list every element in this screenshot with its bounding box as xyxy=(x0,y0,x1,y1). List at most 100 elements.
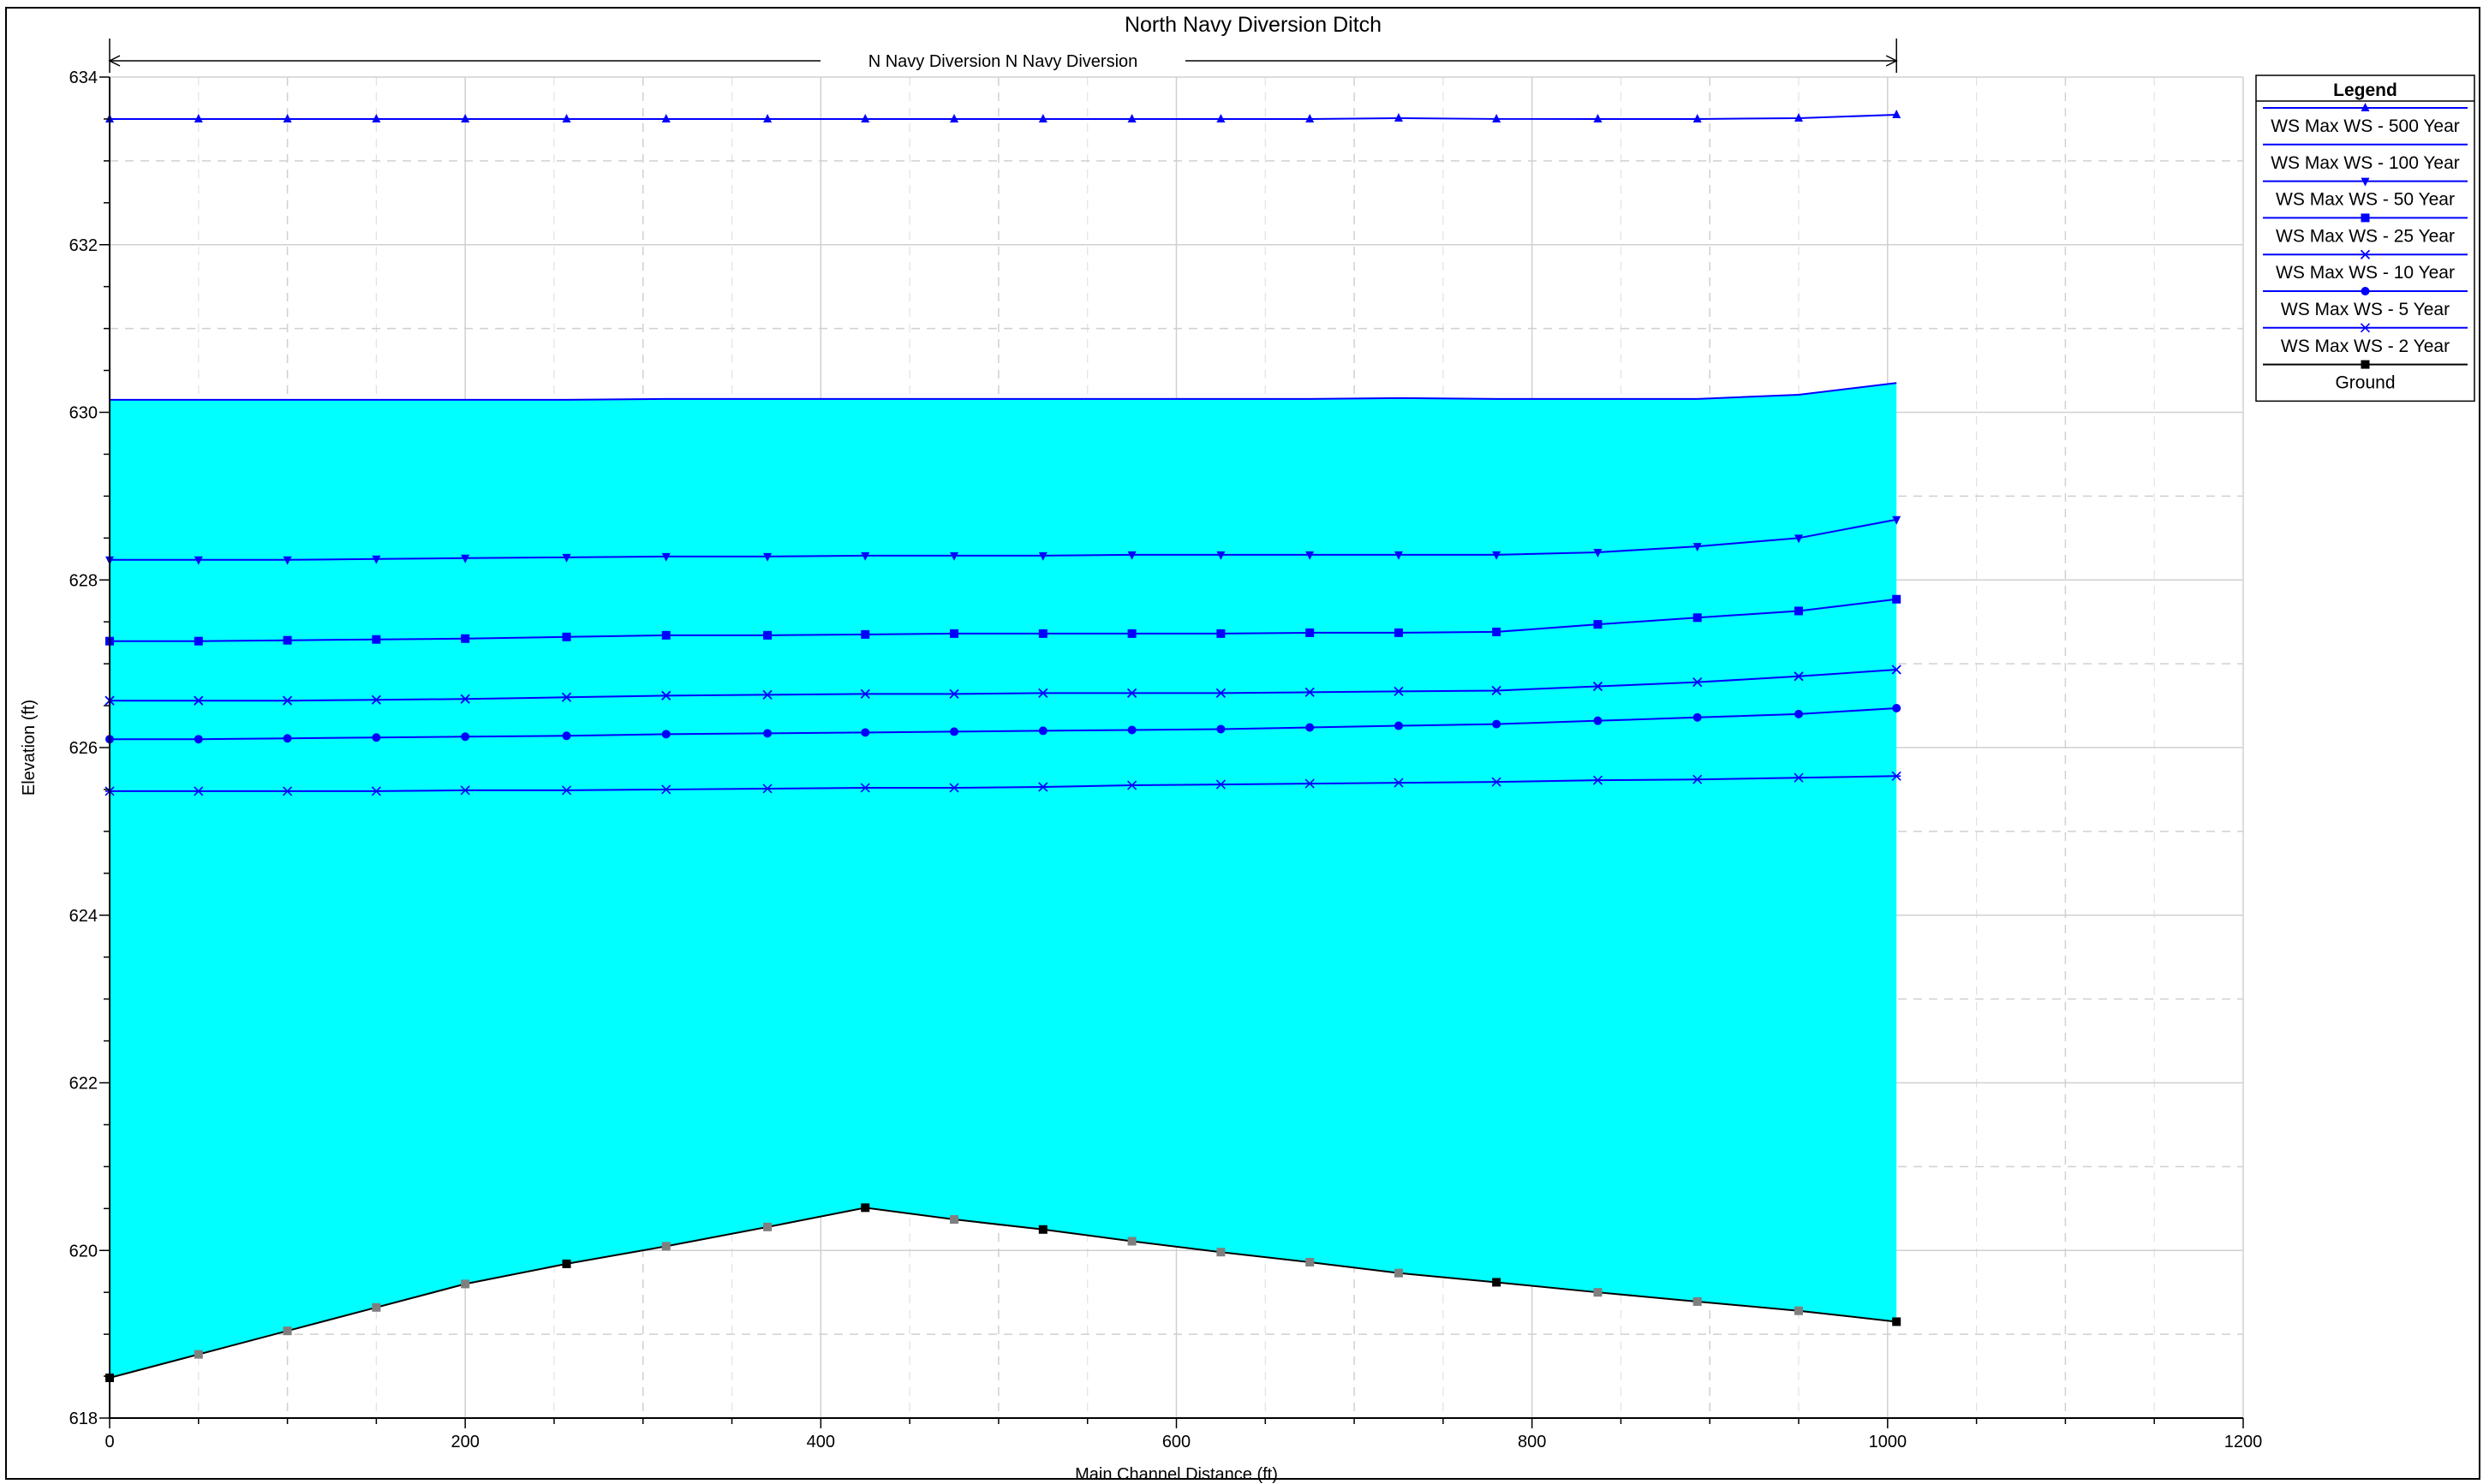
x-tick-label: 400 xyxy=(807,1433,835,1451)
data-point xyxy=(460,694,470,704)
data-point-stroke xyxy=(860,688,870,699)
data-point-stroke xyxy=(1304,687,1315,698)
legend-item: WS Max WS - 50 Year xyxy=(2263,177,2468,210)
data-point xyxy=(194,735,203,744)
y-tick-label: 628 xyxy=(69,571,98,590)
data-point xyxy=(562,1259,571,1268)
data-point xyxy=(661,1242,671,1251)
data-point xyxy=(1592,775,1603,785)
legend-label: WS Max WS - 10 Year xyxy=(2276,263,2455,283)
data-point-stroke xyxy=(949,688,959,699)
data-point-stroke xyxy=(661,690,671,700)
data-point xyxy=(950,551,959,561)
data-point xyxy=(949,783,959,793)
data-point-stroke xyxy=(860,783,870,793)
data-point xyxy=(1891,665,1901,675)
data-point xyxy=(372,113,381,122)
data-point xyxy=(1216,113,1226,122)
legend-label: WS Max WS - 5 Year xyxy=(2281,300,2450,319)
legend-title: Legend xyxy=(2333,80,2397,100)
data-point xyxy=(861,728,870,737)
data-point xyxy=(1593,620,1603,629)
data-point xyxy=(372,555,381,564)
data-point xyxy=(372,1302,381,1312)
x-axis-label: Main Channel Distance (ft) xyxy=(1075,1465,1278,1484)
data-point-stroke xyxy=(282,695,293,706)
data-point-stroke xyxy=(1491,777,1501,787)
data-point xyxy=(1038,782,1048,792)
x-tick-label: 200 xyxy=(451,1433,479,1451)
data-point-stroke xyxy=(1038,688,1048,699)
data-point-stroke xyxy=(460,785,470,796)
data-point xyxy=(1593,113,1603,122)
data-point-stroke xyxy=(371,694,382,705)
data-point xyxy=(1794,1306,1804,1315)
legend-item: WS Max WS - 100 Year xyxy=(2263,143,2468,173)
legend-swatch-marker xyxy=(2361,360,2370,369)
reach-arrow-right xyxy=(1885,55,1898,67)
data-point xyxy=(861,1203,870,1213)
data-point xyxy=(861,629,870,639)
data-point xyxy=(561,785,572,796)
y-tick-label: 618 xyxy=(69,1410,98,1428)
data-point xyxy=(1305,551,1315,560)
data-point xyxy=(1492,719,1501,729)
y-tick-label: 622 xyxy=(69,1075,98,1094)
data-point xyxy=(1593,548,1603,557)
data-point xyxy=(283,113,292,122)
data-point xyxy=(371,694,382,705)
data-point xyxy=(194,1350,203,1359)
data-point xyxy=(1891,771,1901,781)
data-point xyxy=(1892,594,1901,604)
data-point xyxy=(1794,709,1804,718)
legend-swatch-marker-stroke xyxy=(2360,323,2371,333)
data-point-stroke xyxy=(371,786,381,796)
legend: Legend WS Max WS - 500 Year WS Max WS - 10… xyxy=(2255,74,2475,402)
data-point xyxy=(194,695,204,706)
chart-title: North Navy Diversion Ditch xyxy=(1125,13,1382,37)
data-point xyxy=(1127,113,1137,122)
data-point xyxy=(194,636,203,646)
data-point xyxy=(1394,1268,1403,1278)
data-point xyxy=(762,689,773,700)
legend-swatch-marker xyxy=(2360,249,2371,259)
data-point-stroke xyxy=(1304,778,1315,789)
data-point xyxy=(1794,772,1804,783)
x-tick-label: 800 xyxy=(1518,1433,1546,1451)
data-point xyxy=(1394,112,1403,122)
legend-label: WS Max WS - 50 Year xyxy=(2276,190,2455,210)
data-point xyxy=(283,556,292,565)
data-point xyxy=(461,554,470,563)
series-ws-max-ws-500-year xyxy=(105,110,1901,122)
data-point xyxy=(1127,725,1137,735)
series-line xyxy=(110,382,1897,401)
data-point xyxy=(1127,780,1137,790)
data-point xyxy=(1038,1225,1048,1234)
axes: 0 200 400 600 800 1000 1200 618 620 622 624 626 628 6… xyxy=(69,69,2263,1451)
series-line xyxy=(110,775,1897,792)
data-point xyxy=(763,552,773,562)
data-point-stroke xyxy=(762,784,773,794)
data-point xyxy=(1394,778,1404,788)
legend-label: WS Max WS - 25 Year xyxy=(2276,226,2455,246)
data-point xyxy=(561,692,572,702)
legend-swatch-marker xyxy=(2361,287,2370,295)
data-point xyxy=(763,630,773,640)
data-point xyxy=(861,113,870,122)
data-point xyxy=(1127,629,1137,638)
series-line xyxy=(109,1207,1897,1379)
data-point xyxy=(861,551,870,561)
data-point xyxy=(661,730,671,739)
data-point xyxy=(1304,778,1315,789)
data-point xyxy=(1127,551,1137,560)
data-point xyxy=(1692,613,1702,623)
data-point xyxy=(461,732,470,742)
y-tick-label: 630 xyxy=(69,404,98,423)
data-point xyxy=(1491,685,1501,696)
reach-arrow-left xyxy=(108,55,121,67)
data-point xyxy=(1892,703,1901,712)
data-point-stroke xyxy=(1215,688,1227,699)
data-point xyxy=(1394,551,1403,560)
data-point xyxy=(194,113,203,122)
data-point-stroke xyxy=(762,689,773,700)
